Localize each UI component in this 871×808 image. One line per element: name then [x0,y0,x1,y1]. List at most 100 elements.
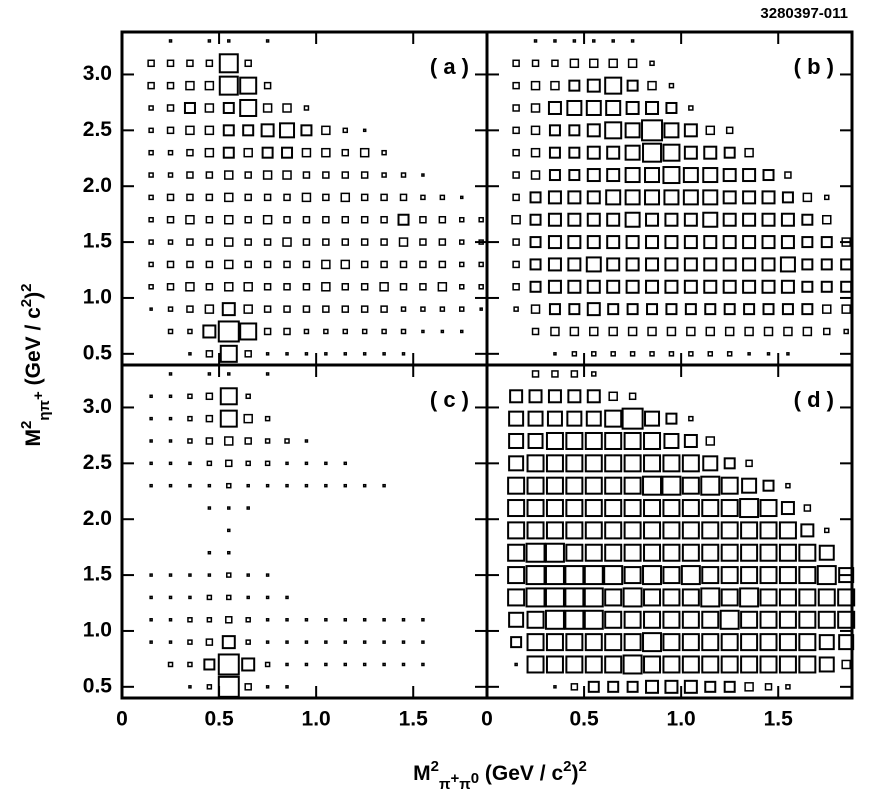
bin-box [569,326,580,337]
bin-box [526,476,545,495]
bin-box [681,633,700,652]
bin-box [548,124,561,137]
bin-box [167,328,174,335]
bin-box [245,393,251,400]
bin-box [224,170,234,180]
bin-box [622,654,643,675]
y-tick-label: 3.0 [83,62,112,85]
bin-box [460,195,464,200]
bin-box [568,124,581,137]
bin-box [624,189,641,206]
bin-box [592,39,596,43]
bin-box [168,595,173,600]
bin-box [205,350,214,358]
bin-box [361,328,368,335]
bin-box [762,303,775,316]
bin-box [207,506,212,510]
bin-box [625,257,640,272]
bin-box [681,499,700,518]
bin-box [222,146,235,159]
bin-box [701,633,720,652]
bin-box [584,633,603,652]
bin-box [221,302,236,317]
bin-box [625,279,640,294]
bin-box [360,171,369,179]
y-tick-label: 2.5 [83,118,113,141]
bin-box [705,326,716,337]
bin-box [206,684,213,690]
x-tick-label: 1.0 [302,708,331,731]
x-axis-label: M2π+π0 (GeV / c2)2 [413,758,587,793]
bin-box [608,326,618,337]
bin-box [343,352,348,356]
bin-box [265,618,270,622]
bin-box [550,80,560,91]
bin-box [205,171,214,179]
bin-box [564,609,585,630]
bin-box [265,685,270,689]
bin-box [263,193,272,202]
bin-box [802,326,813,337]
bin-box [778,588,797,607]
bin-box [798,566,817,585]
bin-box [530,304,541,314]
bin-box [187,393,193,400]
bin-box [624,144,641,161]
x-tick-label: 1.5 [399,708,429,731]
bin-box [148,284,154,290]
bin-box [607,680,620,693]
bin-box [589,326,599,337]
bin-box [589,58,599,69]
bin-box [545,476,564,495]
bin-box [186,59,194,68]
bin-box [301,147,312,158]
bin-box [544,587,565,608]
bin-box [800,523,815,538]
bin-box [682,167,699,184]
bin-box [187,438,193,444]
bin-box [841,659,851,670]
bin-box [343,662,348,667]
bin-box [610,351,616,357]
bin-box [283,193,291,202]
bin-box [761,257,776,272]
bin-box [512,238,520,246]
bin-box [148,239,154,245]
bin-box [701,655,720,674]
bin-box [419,238,427,246]
bin-box [360,283,369,291]
bin-box [246,573,250,577]
bin-box [508,410,525,427]
bin-box [533,39,538,43]
bin-box [529,258,542,271]
bin-box [840,280,853,293]
bin-box [186,148,194,157]
bin-box [530,80,541,91]
bin-box [591,371,597,377]
bin-box [227,550,231,555]
bin-box [626,680,639,693]
bin-box [382,618,386,622]
bin-box [605,189,622,206]
bin-box [244,193,252,202]
bin-box [643,655,662,674]
bin-box [759,610,778,629]
bin-box [401,618,406,622]
bin-box [239,76,258,95]
bin-box [586,78,601,93]
bin-box [304,352,309,356]
bin-box [545,521,564,540]
bin-box [720,655,739,674]
bin-box [324,461,328,466]
bin-box [798,543,817,562]
bin-box [763,326,774,337]
bin-box [302,260,311,269]
bin-box [265,640,270,644]
bin-box [723,146,736,159]
bin-box [644,410,661,427]
y-tick-label: 1.0 [83,285,112,308]
bin-box [400,328,407,335]
bin-box [778,655,797,674]
bin-box [583,587,604,608]
bin-box [547,100,562,115]
